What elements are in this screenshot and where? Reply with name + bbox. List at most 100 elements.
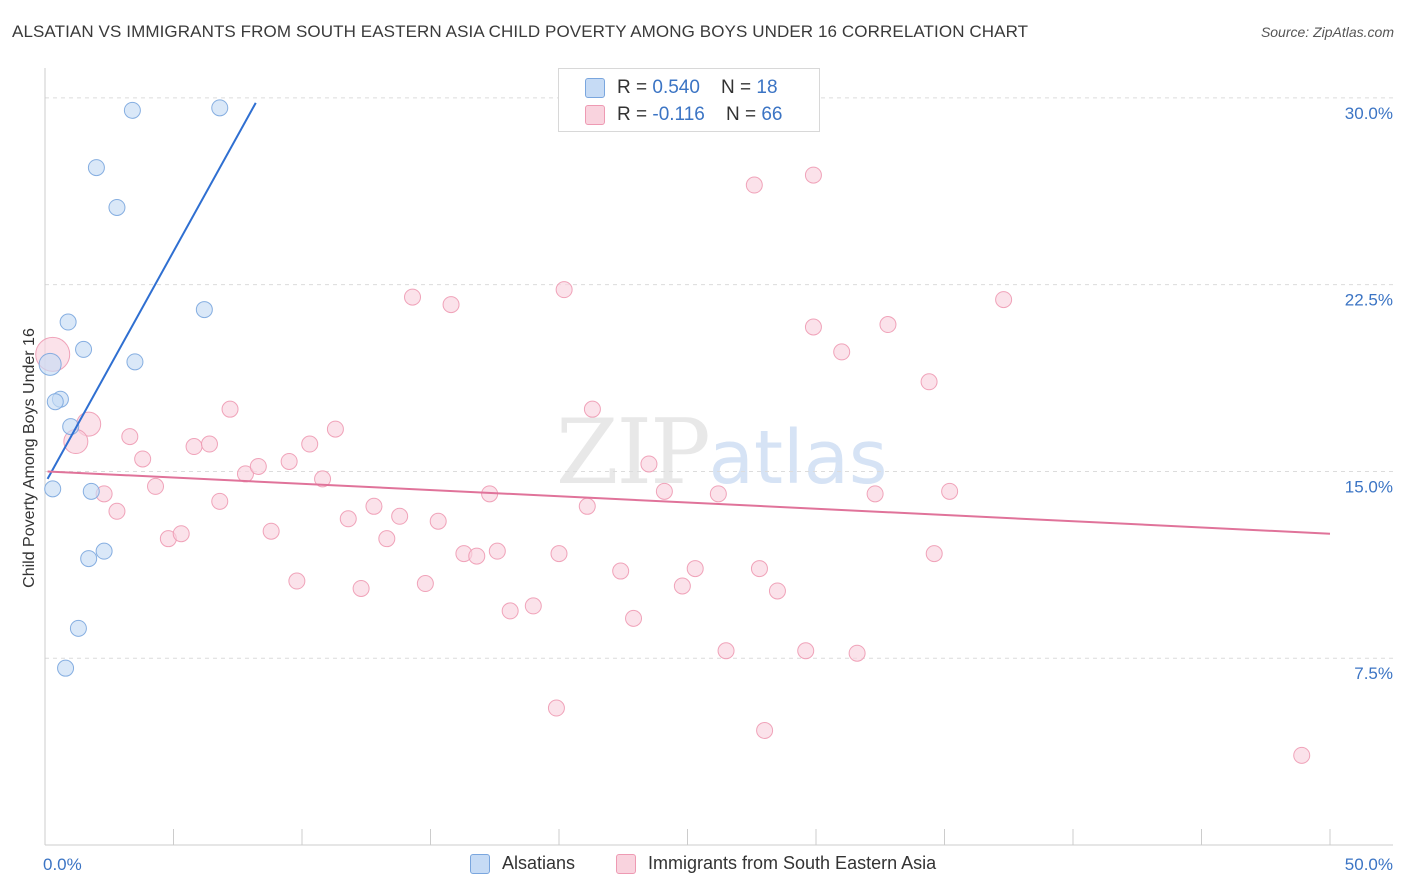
point-alsatians [46,393,64,411]
point-alsatians [44,480,62,498]
point-immigrants [804,166,822,184]
point-immigrants [147,477,165,495]
point-immigrants [314,470,332,488]
point-alsatians [195,301,213,319]
y-tick-label: 7.5% [1354,664,1393,683]
point-immigrants [108,502,126,520]
trend-line-alsatians [46,102,257,480]
point-alsatians [80,550,98,568]
point-immigrants [1293,746,1311,764]
point-immigrants [555,281,573,299]
point-immigrants [172,525,190,543]
point-immigrants [262,522,280,540]
point-immigrants [673,577,691,595]
legend-stats-immigrants: R = -0.116 N = 66 [617,104,783,125]
point-immigrants [745,176,763,194]
point-alsatians [95,542,113,560]
point-immigrants [866,485,884,503]
point-immigrants [750,560,768,578]
point-immigrants [326,420,344,438]
point-alsatians [126,353,144,371]
axes [44,68,1393,846]
point-immigrants [378,530,396,548]
legend-swatch-immigrants-bottom [616,854,636,874]
point-immigrants [612,562,630,580]
point-immigrants [221,400,239,418]
point-immigrants [756,721,774,739]
chart-title: ALSATIAN VS IMMIGRANTS FROM SOUTH EASTER… [12,22,1029,41]
data-points [35,99,1311,764]
watermark-zip: ZIP [556,400,711,505]
point-immigrants [768,582,786,600]
point-alsatians [108,198,126,216]
point-immigrants [288,572,306,590]
point-immigrants [655,482,673,500]
point-immigrants [200,435,218,453]
point-immigrants [879,316,897,334]
watermark: ZIPatlas [556,400,887,505]
point-immigrants [134,450,152,468]
point-immigrants [578,497,596,515]
legend-label-immigrants: Immigrants from South Eastern Asia [648,853,937,873]
source-credit: Source: ZipAtlas.com [1260,24,1394,40]
y-axis-label: Child Poverty Among Boys Under 16 [21,328,38,588]
point-immigrants [121,428,139,446]
point-immigrants [848,644,866,662]
x-tick-label: 0.0% [43,855,82,874]
legend-swatch-alsatians-bottom [470,854,490,874]
point-immigrants [185,438,203,456]
point-immigrants [686,560,704,578]
correlation-legend: R = 0.540 N = 18 R = -0.116 N = 66 [558,68,820,132]
point-alsatians [38,352,62,376]
point-immigrants [804,318,822,336]
legend-swatch-alsatians [585,78,605,98]
trend-lines [46,102,1331,535]
point-alsatians [211,99,229,117]
point-immigrants [941,482,959,500]
point-alsatians [69,619,87,637]
point-immigrants [550,545,568,563]
point-immigrants [501,602,519,620]
point-immigrants [429,512,447,530]
point-immigrants [416,575,434,593]
point-alsatians [123,101,141,119]
y-tick-label: 30.0% [1345,104,1393,123]
point-immigrants [211,492,229,510]
point-immigrants [524,597,542,615]
legend-stats-alsatians: R = 0.540 N = 18 [617,77,778,98]
point-immigrants [365,497,383,515]
point-immigrants [995,291,1013,309]
point-immigrants [797,642,815,660]
point-immigrants [352,579,370,597]
point-immigrants [468,547,486,565]
y-tick-label: 22.5% [1345,291,1393,310]
point-immigrants [640,455,658,473]
tick-labels: 7.5% 15.0% 22.5% 30.0% 0.0% 50.0% [43,104,1393,874]
grid-lines [45,97,1393,659]
legend-swatch-immigrants [585,105,605,125]
point-immigrants [404,288,422,306]
point-immigrants [280,452,298,470]
point-immigrants [920,373,938,391]
point-alsatians [75,340,93,358]
legend-label-alsatians: Alsatians [502,853,576,873]
point-alsatians [59,313,77,331]
point-immigrants [709,485,727,503]
trend-line-immigrants [47,470,1331,535]
point-immigrants [717,642,735,660]
x-tick-label: 50.0% [1345,855,1393,874]
point-alsatians [57,659,75,677]
point-immigrants [301,435,319,453]
point-immigrants [925,545,943,563]
point-immigrants [547,699,565,717]
point-immigrants [488,542,506,560]
point-immigrants [833,343,851,361]
y-tick-label: 15.0% [1345,477,1393,496]
point-immigrants [583,400,601,418]
point-alsatians [82,482,100,500]
watermark-atlas: atlas [708,415,888,501]
point-immigrants [625,609,643,627]
point-immigrants [391,507,409,525]
point-alsatians [87,159,105,177]
